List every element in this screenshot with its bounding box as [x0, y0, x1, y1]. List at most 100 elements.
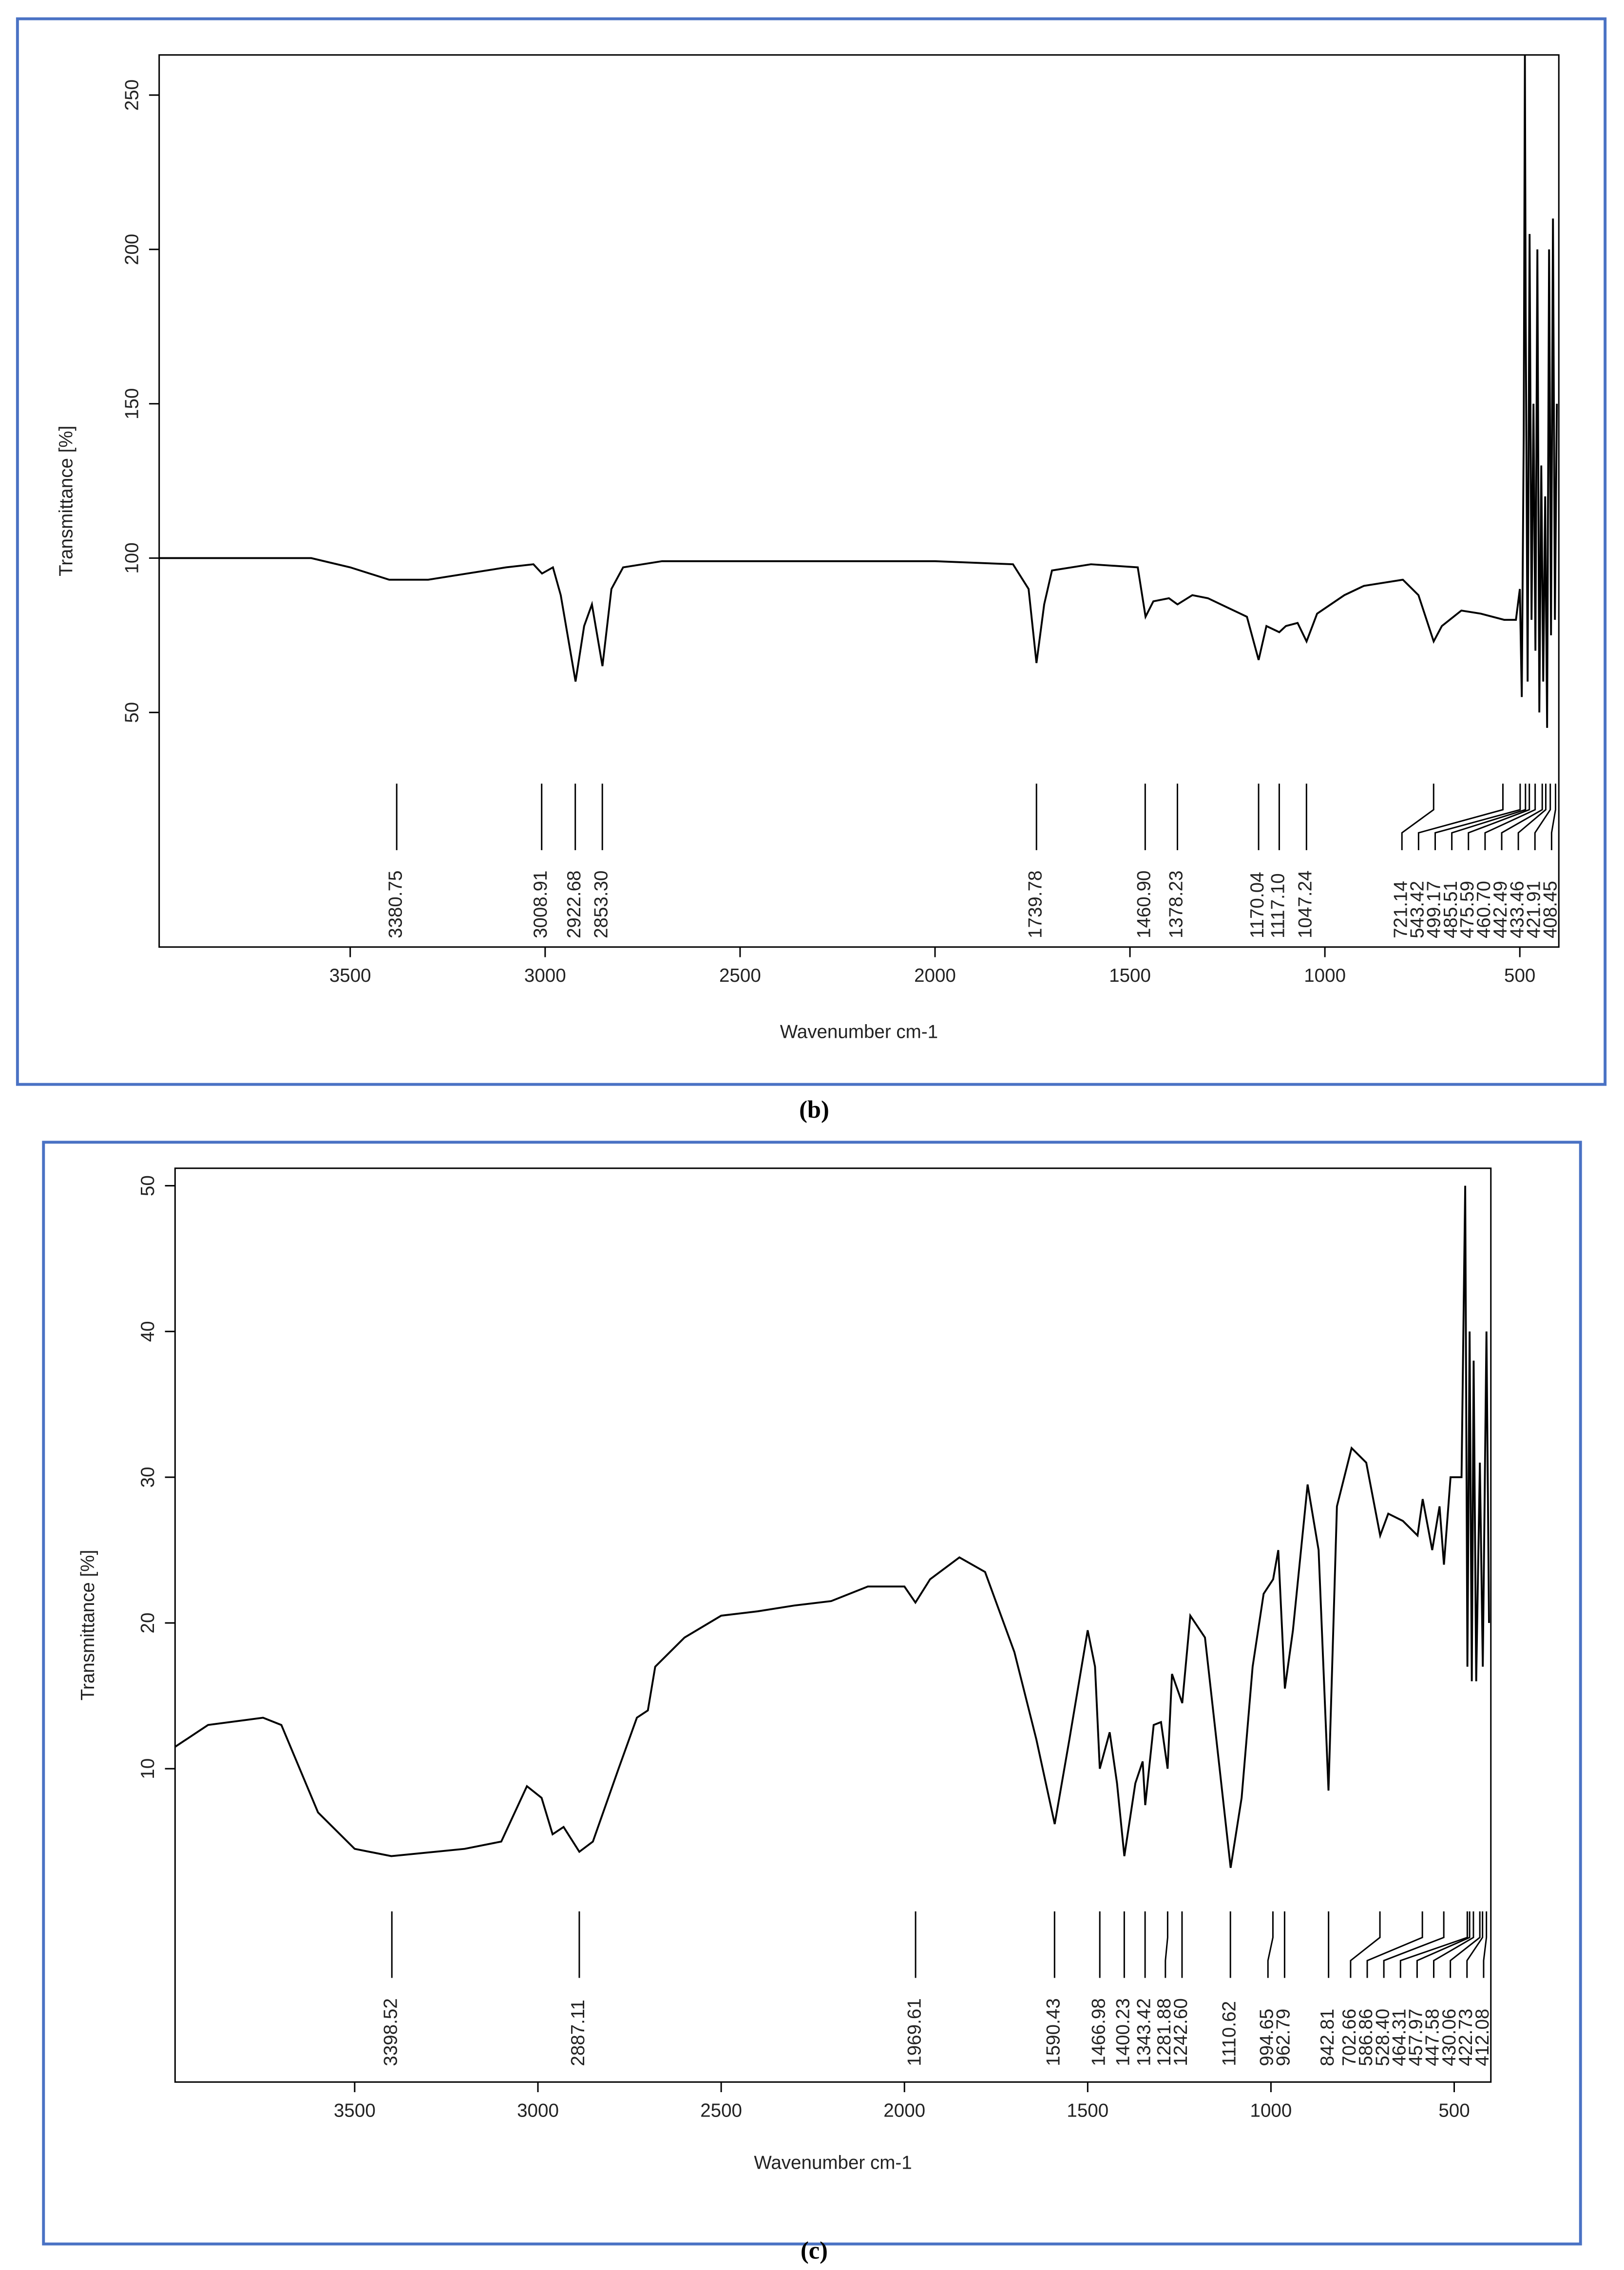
peak-label: 475.59 [1457, 881, 1478, 938]
peak-marker [1434, 783, 1521, 850]
peak-label: 994.65 [1256, 2009, 1277, 2066]
peak-label: 1242.60 [1170, 1998, 1191, 2066]
peak-marker [1417, 783, 1504, 850]
peak-label: 421.91 [1523, 881, 1544, 938]
peak-label: 1466.98 [1088, 1998, 1109, 2066]
peak-label: 702.66 [1339, 2009, 1360, 2066]
peak-label: 1400.23 [1113, 1998, 1134, 2066]
peak-label: 442.49 [1490, 881, 1511, 938]
x-tick-label: 3500 [329, 965, 371, 986]
x-tick-label: 500 [1504, 965, 1535, 986]
x-tick-label: 3500 [334, 2100, 376, 2121]
peak-marker [1350, 1911, 1381, 1978]
peak-marker [1468, 783, 1530, 850]
peak-marker [1401, 783, 1434, 850]
peak-label: 499.17 [1424, 881, 1445, 938]
peak-marker [1450, 1911, 1481, 1978]
peak-marker [1165, 1911, 1168, 1978]
peak-marker [1466, 1911, 1484, 1978]
panel-caption: (b) [799, 1096, 829, 1123]
y-tick-label: 150 [121, 388, 142, 420]
peak-label: 485.51 [1440, 881, 1461, 938]
peak-label: 430.06 [1439, 2009, 1460, 2066]
y-tick-label: 30 [137, 1467, 158, 1488]
peak-label: 1281.88 [1154, 1998, 1175, 2066]
panel-caption: (c) [801, 2236, 828, 2264]
y-tick-label: 20 [137, 1613, 158, 1634]
peak-label: 721.14 [1390, 881, 1411, 938]
peak-marker [1550, 783, 1556, 850]
peak-label: 2922.68 [564, 871, 585, 938]
peak-label: 460.70 [1473, 881, 1494, 938]
x-axis-label: Wavenumber cm-1 [754, 2152, 912, 2173]
peak-marker [1267, 1911, 1274, 1978]
x-tick-label: 1000 [1304, 965, 1346, 986]
peak-marker [1483, 1911, 1488, 1978]
x-tick-label: 2000 [883, 2100, 925, 2121]
peak-label: 1047.24 [1295, 871, 1316, 938]
peak-label: 586.86 [1356, 2009, 1376, 2066]
peak-label: 1590.43 [1043, 1998, 1064, 2066]
peak-label: 412.08 [1472, 2009, 1493, 2066]
peak-label: 2887.11 [568, 2000, 589, 2066]
peak-label: 1343.42 [1133, 1998, 1154, 2066]
x-tick-label: 1000 [1250, 2100, 1292, 2121]
x-tick-label: 2000 [914, 965, 956, 986]
peak-label: 408.45 [1540, 881, 1561, 938]
peak-marker [1534, 783, 1551, 850]
peak-marker [1517, 783, 1547, 850]
peak-label: 842.81 [1317, 2009, 1338, 2066]
peak-marker [1366, 1911, 1423, 1978]
peak-label: 1117.10 [1268, 873, 1289, 938]
peak-label: 1170.04 [1247, 872, 1268, 938]
peak-label: 1110.62 [1219, 2001, 1240, 2066]
peak-label: 464.31 [1389, 2009, 1410, 2066]
peak-label: 3008.91 [530, 871, 551, 938]
peak-label: 1969.61 [904, 1998, 925, 2066]
peak-label: 3398.52 [380, 1998, 401, 2066]
peak-label: 433.46 [1507, 881, 1528, 938]
x-tick-label: 1500 [1067, 2100, 1108, 2121]
peak-marker [1416, 1911, 1471, 1978]
peak-label: 447.58 [1422, 2009, 1443, 2066]
peak-label: 543.42 [1407, 881, 1428, 938]
peak-marker [1484, 783, 1536, 850]
peak-marker [1433, 1911, 1474, 1978]
x-tick-label: 3000 [524, 965, 566, 986]
x-tick-label: 2500 [719, 965, 761, 986]
plot-frame [174, 1167, 1492, 2083]
peak-marker [1399, 1911, 1468, 1978]
panel-frame [16, 17, 1607, 1086]
peak-label: 1739.78 [1025, 871, 1046, 938]
x-tick-label: 2500 [700, 2100, 742, 2121]
peak-marker [1451, 783, 1527, 850]
x-tick-label: 3000 [517, 2100, 559, 2121]
y-axis-label: Transmittance [%] [56, 426, 77, 576]
y-tick-label: 40 [137, 1321, 158, 1342]
y-tick-label: 10 [137, 1758, 158, 1779]
peak-label: 3380.75 [385, 871, 406, 938]
y-axis-label: Transmittance [%] [77, 1550, 98, 1700]
y-tick-label: 50 [121, 702, 142, 723]
y-tick-label: 100 [121, 542, 142, 573]
panel-frame [42, 1141, 1582, 2246]
peak-label: 962.79 [1273, 2009, 1294, 2066]
peak-label: 1378.23 [1166, 871, 1187, 938]
spectrum-line [175, 1185, 1490, 1868]
peak-label: 457.97 [1406, 2009, 1427, 2066]
peak-marker [1383, 1911, 1445, 1978]
y-tick-label: 250 [121, 79, 142, 111]
peak-label: 1460.90 [1134, 871, 1155, 938]
peak-label: 2853.30 [591, 871, 611, 938]
x-axis-label: Wavenumber cm-1 [780, 1022, 938, 1043]
y-tick-label: 200 [121, 234, 142, 265]
peak-label: 528.40 [1372, 2009, 1393, 2066]
spectrum-line [159, 55, 1558, 728]
plot-frame [158, 54, 1560, 948]
y-tick-label: 50 [137, 1175, 158, 1196]
peak-marker [1501, 783, 1543, 850]
peak-label: 422.73 [1455, 2009, 1476, 2066]
x-tick-label: 500 [1438, 2100, 1470, 2121]
